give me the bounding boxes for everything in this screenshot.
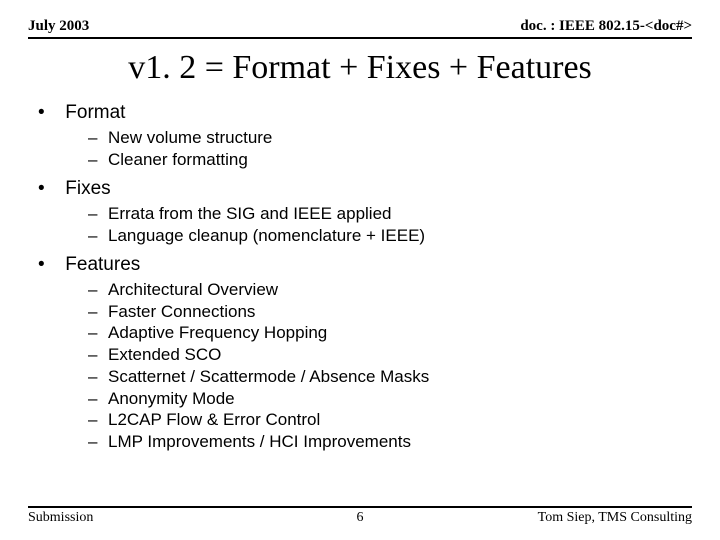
item-text: Scatternet / Scattermode / Absence Masks (108, 367, 429, 386)
item-text: Cleaner formatting (108, 150, 248, 169)
item-text: Architectural Overview (108, 280, 278, 299)
section-format: Format New volume structure Cleaner form… (36, 101, 692, 171)
list-item: Faster Connections (88, 301, 692, 323)
list-item: Extended SCO (88, 344, 692, 366)
slide-body: Format New volume structure Cleaner form… (28, 101, 692, 453)
footer: Submission 6 Tom Siep, TMS Consulting (28, 506, 692, 526)
list-item: Anonymity Mode (88, 388, 692, 410)
section-label: Features (65, 254, 140, 275)
section-label: Fixes (65, 178, 110, 199)
section-fixes: Fixes Errata from the SIG and IEEE appli… (36, 177, 692, 247)
item-text: Extended SCO (108, 345, 221, 364)
sub-list: New volume structure Cleaner formatting (36, 127, 692, 171)
item-text: LMP Improvements / HCI Improvements (108, 432, 411, 451)
list-item: Adaptive Frequency Hopping (88, 322, 692, 344)
footer-right: Tom Siep, TMS Consulting (538, 510, 692, 526)
section-label: Format (65, 102, 125, 123)
list-item: L2CAP Flow & Error Control (88, 409, 692, 431)
list-item: New volume structure (88, 127, 692, 149)
footer-page-number: 6 (357, 510, 364, 526)
footer-left: Submission (28, 510, 93, 526)
list-item: Cleaner formatting (88, 149, 692, 171)
item-text: Language cleanup (nomenclature + IEEE) (108, 226, 425, 245)
sub-list: Architectural Overview Faster Connection… (36, 279, 692, 453)
item-text: Anonymity Mode (108, 389, 235, 408)
section-features: Features Architectural Overview Faster C… (36, 253, 692, 453)
list-item: Scatternet / Scattermode / Absence Masks (88, 366, 692, 388)
list-item: LMP Improvements / HCI Improvements (88, 431, 692, 453)
header-docref: doc. : IEEE 802.15-<doc#> (520, 18, 692, 35)
header-date: July 2003 (28, 18, 89, 35)
item-text: Errata from the SIG and IEEE applied (108, 204, 391, 223)
slide: July 2003 doc. : IEEE 802.15-<doc#> v1. … (0, 0, 720, 540)
list-item: Errata from the SIG and IEEE applied (88, 203, 692, 225)
sub-list: Errata from the SIG and IEEE applied Lan… (36, 203, 692, 247)
bullet-list: Format New volume structure Cleaner form… (28, 101, 692, 453)
header: July 2003 doc. : IEEE 802.15-<doc#> (28, 18, 692, 39)
item-text: L2CAP Flow & Error Control (108, 410, 320, 429)
item-text: Faster Connections (108, 302, 255, 321)
list-item: Architectural Overview (88, 279, 692, 301)
item-text: New volume structure (108, 128, 272, 147)
item-text: Adaptive Frequency Hopping (108, 323, 327, 342)
list-item: Language cleanup (nomenclature + IEEE) (88, 225, 692, 247)
slide-title: v1. 2 = Format + Fixes + Features (28, 49, 692, 87)
